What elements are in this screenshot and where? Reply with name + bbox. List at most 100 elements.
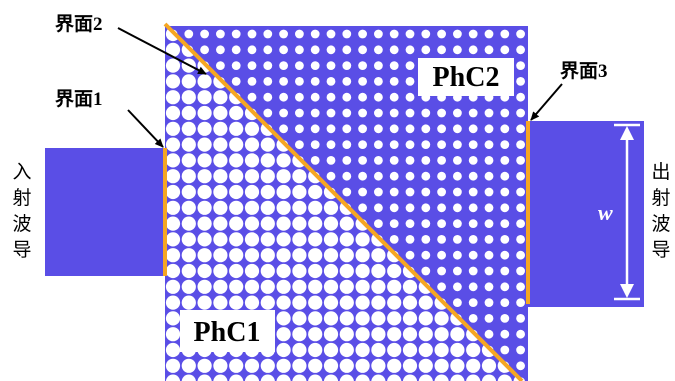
phc2-hole: [405, 156, 415, 165]
phc2-hole: [405, 61, 415, 70]
phc2-hole: [358, 29, 367, 39]
phc1-hole: [165, 295, 181, 310]
phc1-hole: [213, 279, 228, 294]
phc2-hole: [453, 140, 462, 150]
phc1-hole: [213, 105, 228, 121]
phc2-hole: [279, 124, 288, 134]
output-waveguide: [528, 121, 644, 307]
phc1-hole: [466, 342, 481, 358]
phc1-hole: [418, 358, 433, 373]
phc2-hole: [295, 108, 304, 118]
phc2-hole: [374, 45, 383, 55]
phc1-hole: [244, 216, 260, 231]
phc2-hole: [405, 235, 415, 244]
phc1-hole: [355, 311, 370, 326]
phc1-hole: [481, 374, 497, 381]
phc2-hole: [437, 203, 446, 213]
interface-1-label: 界面1: [55, 88, 103, 110]
phc1-hole: [355, 342, 370, 358]
phc1-hole: [402, 374, 418, 381]
phc1-hole: [339, 311, 354, 326]
phc1-hole: [276, 358, 291, 373]
interface-3-pointer-arrow: [530, 83, 563, 121]
phc1-hole: [308, 232, 323, 247]
phc2-hole: [500, 345, 510, 355]
phc1-hole: [213, 295, 228, 310]
phc2-hole: [484, 29, 494, 39]
phc1-hole: [450, 374, 465, 381]
phc2-hole: [184, 29, 194, 39]
phc2-hole: [342, 61, 352, 70]
phc1-hole: [497, 374, 512, 381]
phc2-hole: [200, 29, 210, 39]
phc2-hole: [437, 266, 446, 276]
phc2-hole: [516, 92, 525, 102]
phc2-hole: [405, 250, 415, 260]
phc1-hole: [276, 342, 291, 358]
phc2-hole: [468, 314, 478, 323]
phc1-hole: [466, 374, 481, 381]
phc1-hole: [292, 184, 307, 200]
phc1-hole: [339, 248, 354, 263]
phc1-hole: [244, 200, 260, 215]
phc2-hole: [216, 29, 225, 39]
phc1-hole: [292, 248, 307, 263]
phc1-hole: [197, 200, 212, 215]
phc2-hole: [389, 203, 399, 213]
phc1-hole: [244, 153, 260, 168]
interface-1-pointer-arrow: [127, 109, 164, 148]
phc2-hole: [358, 140, 367, 150]
phc1-hole: [244, 248, 260, 263]
phc2-hole: [358, 156, 367, 165]
phc1-hole: [308, 327, 323, 342]
phc2-hole: [500, 140, 510, 150]
phc2-hole: [342, 108, 352, 118]
phc1-hole: [371, 358, 386, 373]
phc1-hole: [244, 121, 260, 136]
phc2-hole: [326, 92, 336, 102]
phc2-hole: [263, 108, 273, 118]
phc2-hole: [389, 235, 399, 244]
phc1-hole: [371, 295, 386, 310]
phc2-hole: [468, 45, 478, 55]
phc1-hole: [213, 184, 228, 200]
phc1-hole: [402, 295, 418, 310]
phc2-hole: [453, 266, 462, 276]
phc2-hole: [453, 298, 462, 307]
phc1-hole: [450, 358, 465, 373]
phc1-hole: [213, 121, 228, 136]
phc1-hole: [434, 342, 449, 358]
phc1-hole: [181, 279, 196, 294]
phc2-hole: [310, 45, 320, 55]
phc1-hole: [229, 216, 244, 231]
phc2-hole: [310, 140, 320, 150]
phc1-hole: [165, 90, 181, 105]
phc2-hole: [342, 92, 352, 102]
phc2-hole: [342, 140, 352, 150]
phc1-hole: [418, 295, 433, 310]
phc2-hole: [437, 140, 446, 150]
phc1-hole: [181, 137, 196, 152]
phc2-hole: [453, 171, 462, 181]
phc2-hole: [468, 282, 478, 292]
phc1-hole: [197, 105, 212, 121]
phc1-hole: [197, 169, 212, 184]
phc2-hole: [516, 282, 525, 292]
phc2-hole: [484, 329, 494, 339]
phc1-hole: [323, 342, 339, 358]
phc2-hole: [468, 140, 478, 150]
phc1-hole: [276, 232, 291, 247]
phc1-hole: [197, 232, 212, 247]
phc1-hole: [229, 248, 244, 263]
phc2-hole: [468, 108, 478, 118]
output-waveguide-char-1: 出: [651, 161, 670, 183]
phc1-hole: [387, 263, 402, 279]
phc1-hole: [260, 153, 275, 168]
phc2-hole: [231, 29, 241, 39]
phc1-hole: [292, 263, 307, 279]
phc1-hole: [165, 248, 181, 263]
phc2-hole: [216, 45, 225, 55]
phc1-hole: [229, 374, 244, 381]
phc1-hole: [308, 216, 323, 231]
